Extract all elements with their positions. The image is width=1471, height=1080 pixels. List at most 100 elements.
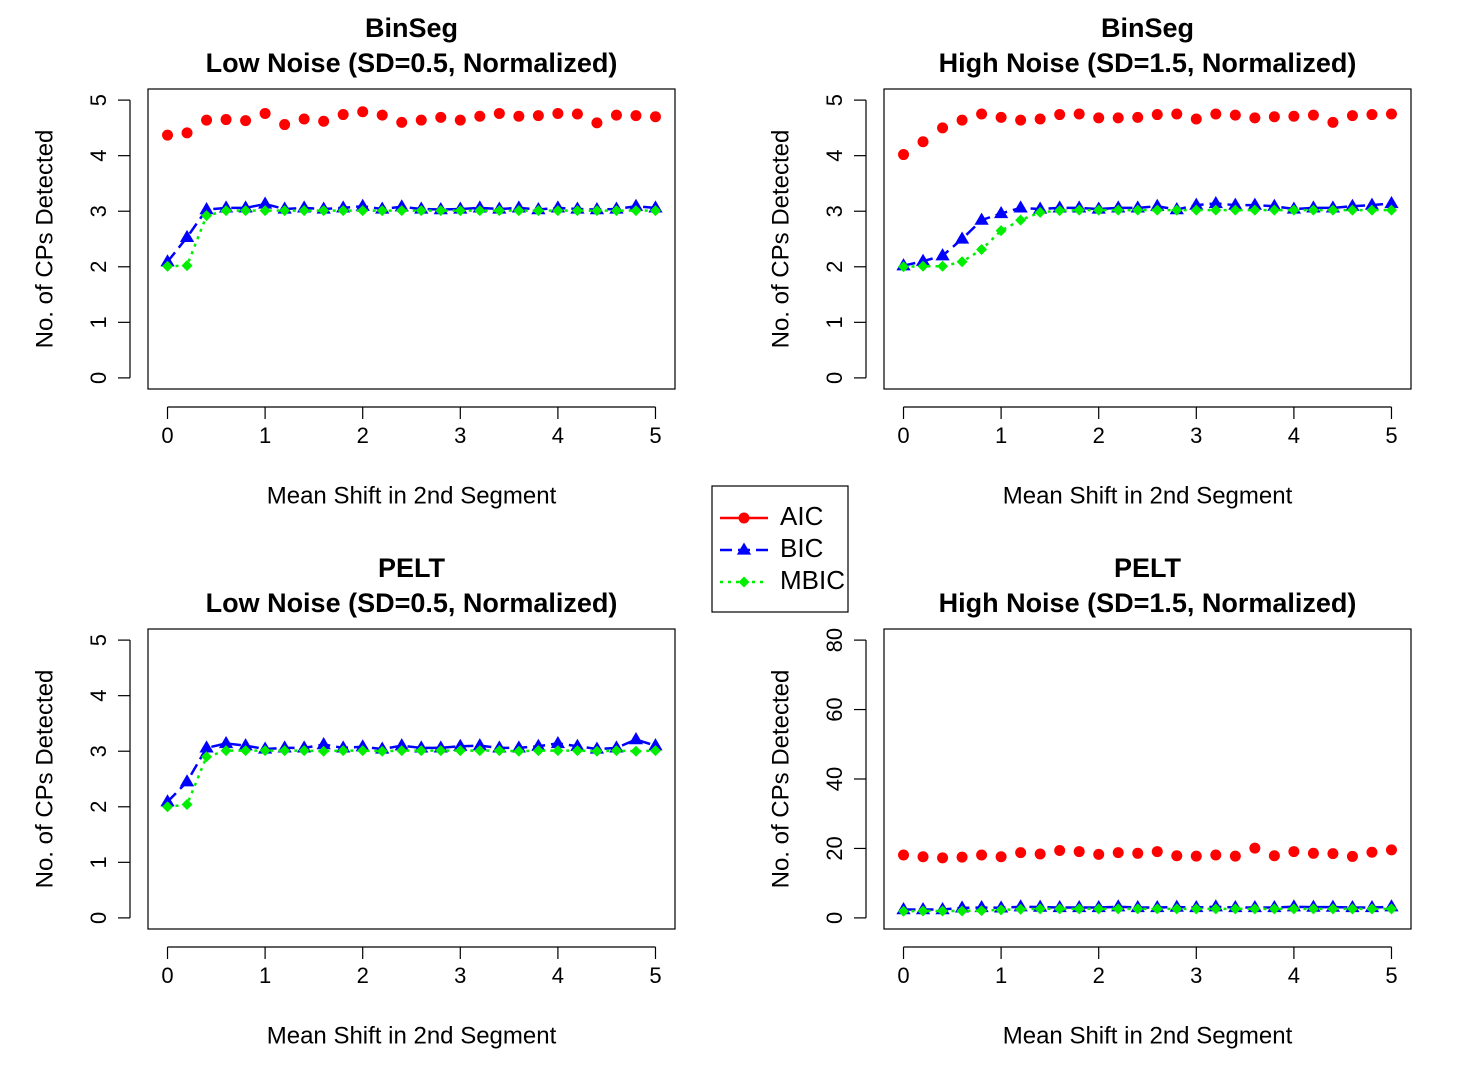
data-point-aic <box>937 122 949 134</box>
data-point-bic <box>628 198 644 211</box>
data-point-aic <box>1015 114 1027 126</box>
data-point-aic <box>591 117 603 129</box>
data-point-bic <box>648 738 663 751</box>
data-point-bic <box>199 740 214 753</box>
data-point-aic <box>995 851 1007 863</box>
data-point-aic <box>1288 110 1300 122</box>
data-point-aic <box>1210 108 1222 120</box>
data-point-mbic <box>201 210 213 222</box>
data-point-mbic <box>1015 903 1027 915</box>
data-point-bic <box>628 732 644 745</box>
data-point-aic <box>898 149 910 161</box>
data-point-mbic <box>610 205 622 217</box>
data-point-mbic <box>1307 204 1319 216</box>
plot-frame <box>883 88 1412 390</box>
data-point-aic <box>1054 109 1066 121</box>
data-point-aic <box>376 109 388 121</box>
data-point-mbic <box>1346 903 1358 915</box>
data-point-aic <box>1112 847 1124 859</box>
data-point-bic <box>1247 197 1262 210</box>
x-tick-label: 2 <box>1093 963 1105 988</box>
data-point-mbic <box>649 205 661 217</box>
x-axis-label: Mean Shift in 2nd Segment <box>267 482 557 509</box>
data-point-bic <box>179 774 195 787</box>
y-tick-label: 0 <box>822 372 847 384</box>
data-point-mbic <box>376 205 388 217</box>
data-point-aic <box>917 851 929 863</box>
data-point-mbic <box>630 745 642 757</box>
legend-marker <box>738 576 750 588</box>
data-point-mbic <box>162 801 174 813</box>
data-point-mbic <box>1171 903 1183 915</box>
data-point-bic <box>550 735 566 749</box>
legend-label: BIC <box>780 533 823 563</box>
data-point-mbic <box>1151 903 1163 915</box>
data-point-mbic <box>1210 204 1222 216</box>
data-point-bic <box>993 205 1009 219</box>
data-point-bic <box>160 254 175 267</box>
data-point-mbic <box>279 205 291 217</box>
data-point-mbic <box>1288 204 1300 216</box>
y-tick-label: 60 <box>822 697 847 721</box>
data-point-mbic <box>513 745 525 757</box>
x-tick-label: 3 <box>454 963 466 988</box>
legend-marker <box>738 512 750 524</box>
y-tick-label: 0 <box>86 372 111 384</box>
data-point-bic <box>974 212 989 225</box>
x-tick-label: 1 <box>995 963 1007 988</box>
data-point-aic <box>1190 850 1202 862</box>
data-point-mbic <box>1268 204 1280 216</box>
data-point-bic <box>238 738 253 751</box>
data-point-mbic <box>337 205 349 217</box>
x-tick-label: 0 <box>897 963 909 988</box>
data-point-aic <box>259 107 271 119</box>
y-tick-label: 80 <box>822 628 847 652</box>
data-point-aic <box>1229 109 1241 121</box>
data-point-aic <box>1268 850 1280 862</box>
data-point-bic <box>935 248 950 261</box>
data-point-mbic <box>1132 204 1144 216</box>
data-point-aic <box>1385 844 1397 856</box>
y-tick-label: 2 <box>86 801 111 813</box>
data-point-bic <box>1384 195 1399 209</box>
data-point-aic <box>1385 108 1397 120</box>
y-tick-label: 0 <box>822 912 847 924</box>
data-point-bic <box>954 231 970 244</box>
legend-item-bic: BIC <box>720 533 823 563</box>
data-point-aic <box>956 851 968 863</box>
x-tick-label: 4 <box>1288 963 1300 988</box>
data-point-aic <box>1112 112 1124 124</box>
y-axis-label: No. of CPs Detected <box>767 130 794 349</box>
x-tick-label: 4 <box>552 963 564 988</box>
y-tick-label: 5 <box>86 94 111 106</box>
data-point-aic <box>1093 848 1105 860</box>
data-point-aic <box>1151 109 1163 121</box>
data-point-mbic <box>396 745 408 757</box>
data-point-aic <box>630 110 642 122</box>
data-point-aic <box>220 114 232 126</box>
panel-title: PELT <box>378 553 446 583</box>
y-tick-label: 4 <box>822 150 847 162</box>
data-point-mbic <box>976 244 988 256</box>
data-point-mbic <box>1093 204 1105 216</box>
panel-title: PELT <box>1114 553 1182 583</box>
data-point-mbic <box>474 745 486 757</box>
data-point-aic <box>1073 846 1085 858</box>
data-point-aic <box>1366 109 1378 121</box>
y-tick-label: 1 <box>86 856 111 868</box>
data-point-mbic <box>1307 903 1319 915</box>
data-point-bic <box>531 738 546 751</box>
data-point-bic <box>1189 197 1204 210</box>
data-point-mbic <box>454 745 466 757</box>
data-point-mbic <box>415 205 427 217</box>
data-point-aic <box>1034 113 1046 125</box>
series-mbic <box>162 205 661 272</box>
legend-label: MBIC <box>780 565 845 595</box>
data-point-aic <box>1366 846 1378 858</box>
data-point-mbic <box>1073 204 1085 216</box>
data-point-aic <box>474 110 486 122</box>
data-point-mbic <box>532 205 544 217</box>
data-point-aic <box>1249 112 1261 124</box>
plot-frame <box>147 88 676 390</box>
